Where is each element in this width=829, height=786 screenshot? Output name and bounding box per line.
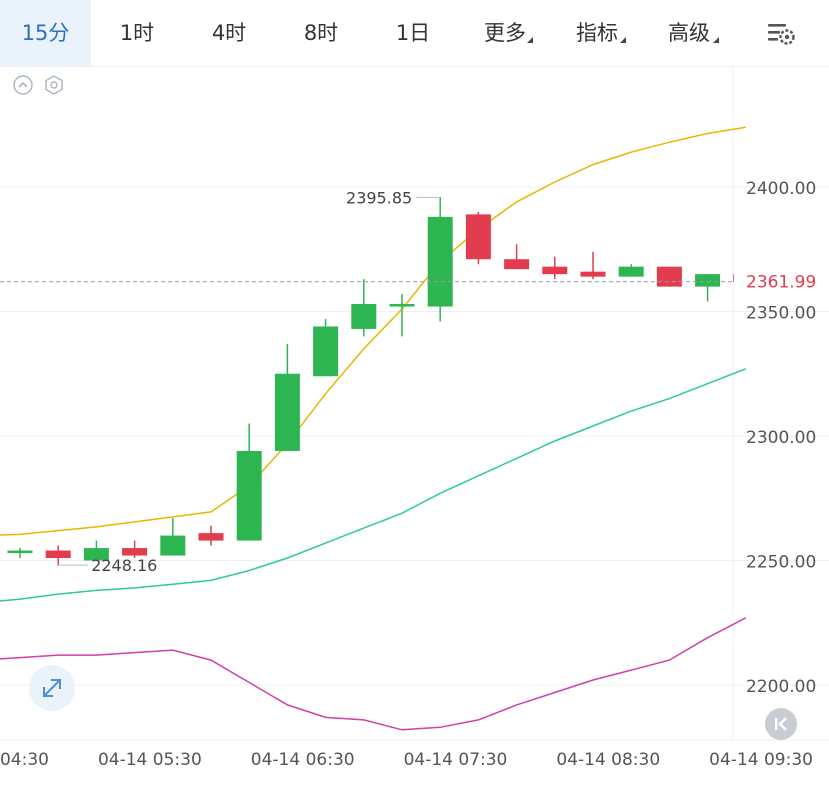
x-tick-label: 04-14 08:30 xyxy=(556,750,660,770)
candle-body xyxy=(542,266,568,275)
chart-settings-icon[interactable] xyxy=(764,18,798,48)
candle-body xyxy=(695,274,721,287)
tab-label: 更多 xyxy=(484,21,526,45)
timeframe-toolbar: 15分 1时 4时 8时 1日 更多 指标 高级 xyxy=(0,0,829,67)
y-tick-label: 2200.00 xyxy=(746,677,816,697)
candle-body xyxy=(236,450,262,541)
tab-label: 高级 xyxy=(668,21,710,45)
candle-body xyxy=(274,373,300,451)
tab-more[interactable]: 更多 xyxy=(459,0,551,66)
candle-body xyxy=(351,304,377,329)
tab-label: 1时 xyxy=(119,21,155,45)
tab-1d[interactable]: 1日 xyxy=(367,0,459,66)
x-tick-label: 04-14 06:30 xyxy=(251,750,355,770)
price-chart[interactable]: 2200.00 2250.00 2300.00 2350.00 2400.00 04-14… xyxy=(0,67,829,782)
tab-label: 指标 xyxy=(576,21,618,45)
candle-body xyxy=(504,259,530,270)
x-tick-label: 04-14 09:30 xyxy=(709,750,813,770)
tab-8h[interactable]: 8时 xyxy=(275,0,367,66)
x-tick-label: 04-14 05:30 xyxy=(98,750,202,770)
expand-arrows-icon[interactable] xyxy=(29,665,75,711)
current-price-tag-bg xyxy=(734,268,829,295)
y-tick-label: 2400.00 xyxy=(746,179,816,199)
tab-label: 1日 xyxy=(395,21,431,45)
y-tick-label: 2250.00 xyxy=(746,553,816,573)
chevron-up-circle-icon[interactable] xyxy=(12,74,34,96)
hexagon-settings-icon[interactable] xyxy=(43,74,65,96)
candle-body xyxy=(656,266,682,287)
skip-back-icon[interactable] xyxy=(765,708,797,740)
y-tick-label: 2300.00 xyxy=(746,428,816,448)
candle-body xyxy=(427,216,453,307)
candle-body xyxy=(7,550,33,554)
candle-body xyxy=(122,548,148,556)
x-tick-label: 04-14 04:30 xyxy=(0,750,49,770)
candle-body xyxy=(580,271,606,277)
x-tick-label: 04-14 07:30 xyxy=(404,750,508,770)
candle-body xyxy=(198,533,224,541)
tab-label: 8时 xyxy=(303,21,339,45)
tab-4h[interactable]: 4时 xyxy=(183,0,275,66)
middle-band-line xyxy=(0,368,747,602)
upper-band-line xyxy=(0,126,746,536)
tab-indicators[interactable]: 指标 xyxy=(551,0,643,66)
current-price-label: 2361.99 xyxy=(746,273,816,293)
dropdown-triangle-icon xyxy=(713,37,719,43)
candle-body xyxy=(313,326,339,377)
dropdown-triangle-icon xyxy=(527,37,533,43)
tab-1h[interactable]: 1时 xyxy=(91,0,183,66)
lower-band-line xyxy=(0,617,747,731)
y-tick-label: 2350.00 xyxy=(746,304,816,324)
tab-15min[interactable]: 15分 xyxy=(0,0,91,66)
candle-body xyxy=(389,304,415,307)
dropdown-triangle-icon xyxy=(620,37,626,43)
high-annotation: 2395.85 xyxy=(346,188,412,207)
candle-body xyxy=(618,266,644,277)
tab-advanced[interactable]: 高级 xyxy=(643,0,735,66)
candle-body xyxy=(83,548,109,561)
tab-label: 15分 xyxy=(21,21,70,45)
candlestick-chart: 2200.00 2250.00 2300.00 2350.00 2400.00 04-14… xyxy=(0,67,829,770)
low-annotation: 2248.16 xyxy=(91,556,157,575)
candle-body xyxy=(465,214,491,260)
candle-body xyxy=(160,535,186,556)
tab-label: 4时 xyxy=(211,21,247,45)
candle-body xyxy=(45,550,71,559)
